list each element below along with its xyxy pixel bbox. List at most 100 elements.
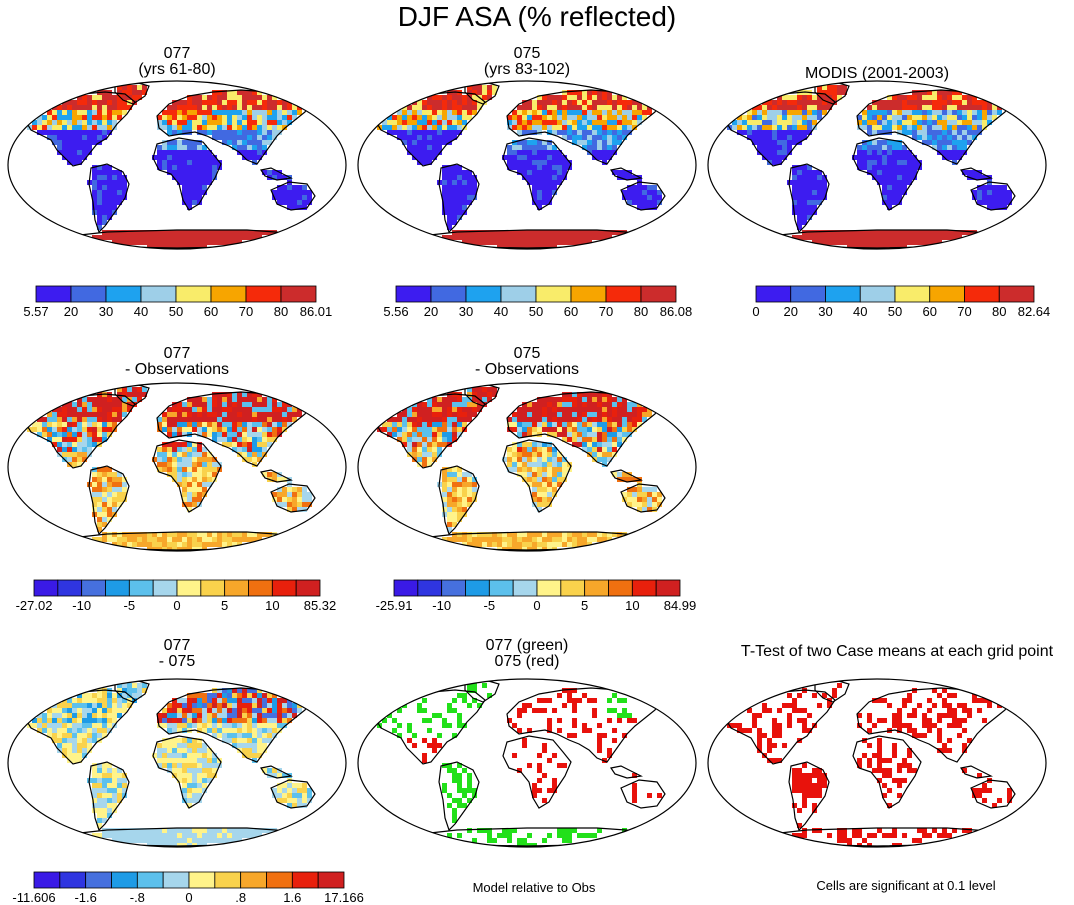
map-cell (187, 803, 192, 808)
map-cell (257, 115, 262, 120)
map-cell (867, 115, 872, 120)
map-cell (612, 115, 617, 120)
map-cell (87, 427, 92, 432)
map-cell (567, 422, 572, 427)
map-cell (167, 452, 172, 457)
map-cell (252, 397, 257, 402)
panel-title-line: 077 (164, 45, 191, 62)
map-cell (212, 427, 217, 432)
map-cell (442, 442, 447, 447)
map-cell (207, 150, 212, 155)
map-cell (247, 392, 252, 397)
map-cell (57, 135, 62, 140)
map-cell (87, 703, 92, 708)
map-cell (252, 135, 257, 140)
map-cell (607, 452, 612, 457)
map-cell (887, 230, 892, 235)
map-cell (82, 412, 87, 417)
map-cell (617, 422, 622, 427)
colorbar-tick-label: 82.64 (1018, 304, 1051, 319)
map-cell (117, 110, 122, 115)
map-cell (102, 517, 107, 522)
map-cell (82, 748, 87, 753)
colorbar-swatch (35, 285, 72, 303)
map-cell (622, 733, 627, 738)
map-cell (962, 130, 967, 135)
map-cell (597, 427, 602, 432)
map-cell (157, 462, 162, 467)
map-cell (587, 412, 592, 417)
map-cell (512, 547, 517, 551)
map-cell (472, 497, 477, 502)
map-cell (517, 125, 522, 130)
map-cell (242, 130, 247, 135)
map-cell (412, 432, 417, 437)
map-cell (472, 392, 477, 397)
map-cell (542, 165, 547, 170)
map-cell (177, 753, 182, 758)
map-cell (202, 833, 207, 838)
map-cell (292, 798, 297, 803)
map-cell (927, 115, 932, 120)
map-cell (617, 115, 622, 120)
map-cell (287, 195, 292, 200)
map-cell (187, 492, 192, 497)
map-cell (247, 452, 252, 457)
map-cell (537, 175, 542, 180)
map-cell (467, 472, 472, 477)
map-cell (257, 718, 262, 723)
map-cell (432, 125, 437, 130)
map-cell (77, 698, 82, 703)
map-cell (882, 115, 887, 120)
map-cell (457, 803, 462, 808)
map-cell (447, 833, 452, 838)
map-cell (72, 703, 77, 708)
map-cell (77, 432, 82, 437)
map-cell (197, 532, 202, 537)
map-cell (437, 110, 442, 115)
map-cell (207, 402, 212, 407)
map-cell (912, 240, 917, 245)
map-cell (577, 240, 582, 245)
map-cell (532, 447, 537, 452)
map-cell (947, 150, 952, 155)
map-cell (177, 452, 182, 457)
map-cell (577, 230, 582, 235)
map-cell (252, 407, 257, 412)
map-cell (877, 175, 882, 180)
map-cell (777, 150, 782, 155)
map-cell (212, 135, 217, 140)
map-cell (972, 120, 977, 125)
map-cell (77, 105, 82, 110)
map-cell (97, 803, 102, 808)
map-cell (587, 447, 592, 452)
map-cell (502, 828, 507, 833)
map-cell (817, 180, 822, 185)
map-cell (457, 763, 462, 768)
map-cell (587, 432, 592, 437)
map-cell (102, 803, 107, 808)
map-cell (872, 240, 877, 245)
map-cell (107, 427, 112, 432)
map-cell (532, 462, 537, 467)
map-cell (117, 778, 122, 783)
map-cell (422, 462, 427, 467)
map-cell (222, 432, 227, 437)
map-cell (742, 115, 747, 120)
map-cell (642, 195, 647, 200)
map-cell (282, 723, 287, 728)
map-cell (207, 753, 212, 758)
map-cell (612, 693, 617, 698)
map-cell (502, 833, 507, 838)
map-cell (422, 402, 427, 407)
map-cell (237, 110, 242, 115)
map-cell (47, 422, 52, 427)
map-cell (907, 230, 912, 235)
map-cell (102, 95, 107, 100)
map-cell (72, 748, 77, 753)
map-cell (202, 397, 207, 402)
map-cell (187, 788, 192, 793)
map-cell (547, 477, 552, 482)
map-cell (197, 713, 202, 718)
map-cell (452, 537, 457, 542)
